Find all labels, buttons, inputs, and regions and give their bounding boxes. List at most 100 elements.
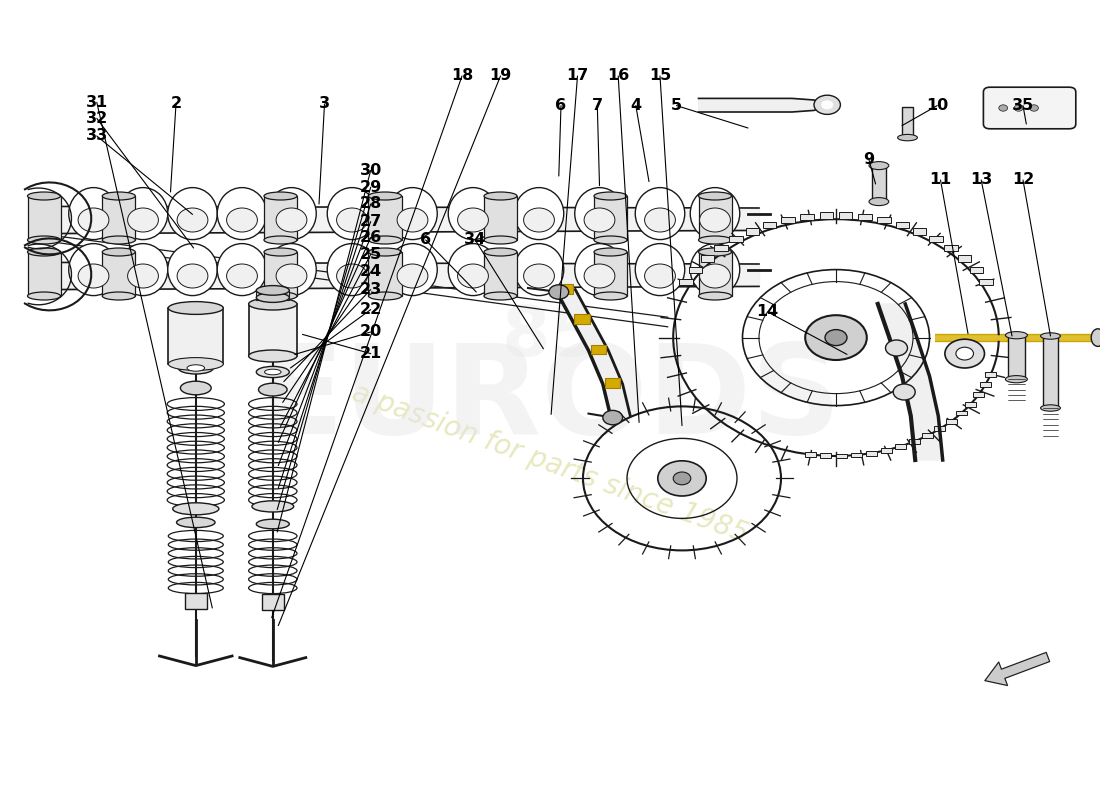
Ellipse shape [636,187,684,240]
Ellipse shape [256,293,289,302]
Ellipse shape [691,243,739,296]
Ellipse shape [387,187,438,240]
Ellipse shape [227,264,257,288]
Ellipse shape [218,187,266,240]
Bar [698,196,732,240]
Text: 2: 2 [170,97,182,111]
Bar [1008,335,1025,379]
Ellipse shape [180,382,211,395]
Ellipse shape [167,187,218,240]
Text: 21: 21 [360,346,382,361]
Ellipse shape [328,187,376,240]
Ellipse shape [265,370,282,374]
Ellipse shape [1091,329,1100,346]
Bar [851,453,862,458]
Circle shape [658,461,706,496]
Ellipse shape [515,243,563,296]
Ellipse shape [28,236,60,244]
Ellipse shape [645,208,675,232]
Bar [965,402,976,406]
Ellipse shape [337,208,367,232]
Bar [729,236,743,242]
Bar [895,444,906,449]
Bar [974,392,984,397]
Polygon shape [902,376,938,416]
Bar [781,217,794,223]
Bar [591,345,606,354]
Text: 6: 6 [420,233,431,247]
Text: 32: 32 [86,111,108,126]
Text: 22: 22 [360,302,382,317]
Text: 23: 23 [360,282,382,297]
Ellipse shape [276,264,307,288]
Ellipse shape [173,503,219,515]
Ellipse shape [328,243,376,296]
Polygon shape [878,304,916,336]
Circle shape [805,315,867,360]
Ellipse shape [252,501,294,512]
Ellipse shape [574,187,625,240]
Ellipse shape [458,264,488,288]
Ellipse shape [484,248,517,256]
Bar [945,245,958,251]
Text: 15: 15 [649,69,671,83]
Circle shape [673,472,691,485]
Text: 14: 14 [757,305,779,319]
Text: 27: 27 [360,214,382,229]
Ellipse shape [28,192,60,200]
Text: EURODS: EURODS [258,339,842,461]
Bar [820,212,833,218]
Ellipse shape [337,264,367,288]
Ellipse shape [594,192,627,200]
Circle shape [956,347,974,360]
Bar [956,410,967,415]
Ellipse shape [249,298,297,310]
Circle shape [549,285,569,299]
Text: 17: 17 [566,69,588,83]
Bar [878,217,891,223]
Bar [714,245,727,251]
Ellipse shape [168,358,223,370]
Text: 7: 7 [592,98,603,113]
Ellipse shape [700,208,730,232]
Ellipse shape [128,208,158,232]
Bar [979,279,992,286]
Text: 28: 28 [360,197,382,211]
Ellipse shape [698,292,732,300]
Text: 19: 19 [490,69,512,83]
Bar [839,212,853,218]
Ellipse shape [177,264,208,288]
Bar [872,166,886,202]
Bar [594,196,627,240]
Text: 20: 20 [360,325,382,339]
Text: 9: 9 [864,153,874,167]
Circle shape [814,95,840,114]
Bar [249,304,297,356]
Text: 10: 10 [926,98,948,113]
Polygon shape [603,384,630,416]
Circle shape [886,340,907,356]
Circle shape [822,101,833,109]
Circle shape [825,330,847,346]
Ellipse shape [387,243,438,296]
Text: 13: 13 [970,173,992,187]
Bar [264,196,297,240]
Ellipse shape [102,236,135,244]
Ellipse shape [524,208,554,232]
Polygon shape [698,98,830,112]
FancyArrowPatch shape [984,653,1049,686]
Ellipse shape [449,187,497,240]
Ellipse shape [698,192,732,200]
Bar [28,196,60,240]
Text: 12: 12 [1012,173,1034,187]
Polygon shape [889,336,930,376]
Ellipse shape [68,187,119,240]
Circle shape [893,384,915,400]
Ellipse shape [397,208,428,232]
Circle shape [999,105,1008,111]
Bar [102,252,135,296]
Ellipse shape [28,292,60,300]
Bar [986,372,997,377]
Ellipse shape [898,134,917,141]
Circle shape [603,410,623,425]
